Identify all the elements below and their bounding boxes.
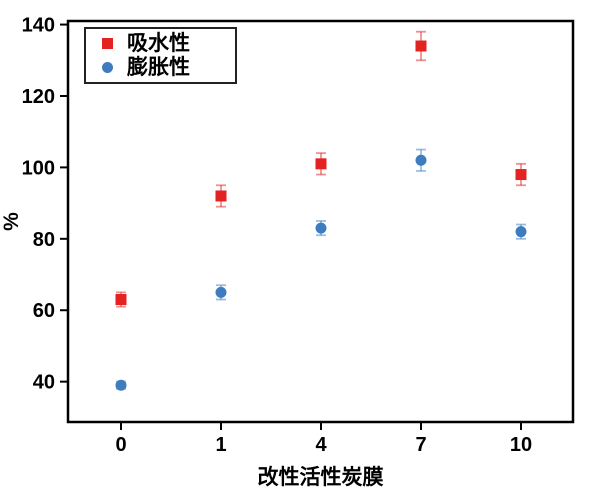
data-point-circle (515, 226, 527, 238)
x-tick-label: 4 (315, 434, 327, 456)
legend: 吸水性 膨胀性 (84, 27, 237, 84)
x-tick-label: 7 (415, 434, 426, 456)
x-tick-label: 1 (215, 434, 226, 456)
data-point-square (515, 169, 527, 181)
data-point-circle (315, 222, 327, 234)
x-tick-label: 0 (115, 434, 126, 456)
legend-item-swelling: 膨胀性 (102, 56, 227, 80)
red-square-marker-icon (102, 38, 113, 50)
legend-label-swelling: 膨胀性 (127, 55, 190, 79)
blue-circle-marker-icon (102, 61, 113, 73)
legend-label-absorption: 吸水性 (127, 32, 190, 56)
y-tick-label: 140 (22, 15, 55, 37)
data-point-square (115, 294, 127, 306)
plot-frame (66, 19, 575, 424)
data-point-square (315, 158, 327, 170)
data-point-circle (415, 154, 427, 166)
y-tick-label: 100 (22, 157, 55, 179)
legend-item-absorption: 吸水性 (102, 32, 227, 56)
y-tick-label: 40 (33, 372, 55, 394)
data-point-square (215, 190, 227, 202)
y-tick-label: 120 (22, 86, 55, 108)
x-axis-title: 改性活性炭膜 (258, 465, 384, 489)
y-tick-label: 80 (33, 229, 55, 251)
y-tick-label: 60 (33, 300, 55, 322)
data-point-square (415, 40, 427, 52)
y-axis-title: % (0, 212, 23, 231)
data-point-circle (115, 379, 127, 391)
data-point-circle (215, 286, 227, 298)
x-tick-label: 10 (510, 434, 532, 456)
